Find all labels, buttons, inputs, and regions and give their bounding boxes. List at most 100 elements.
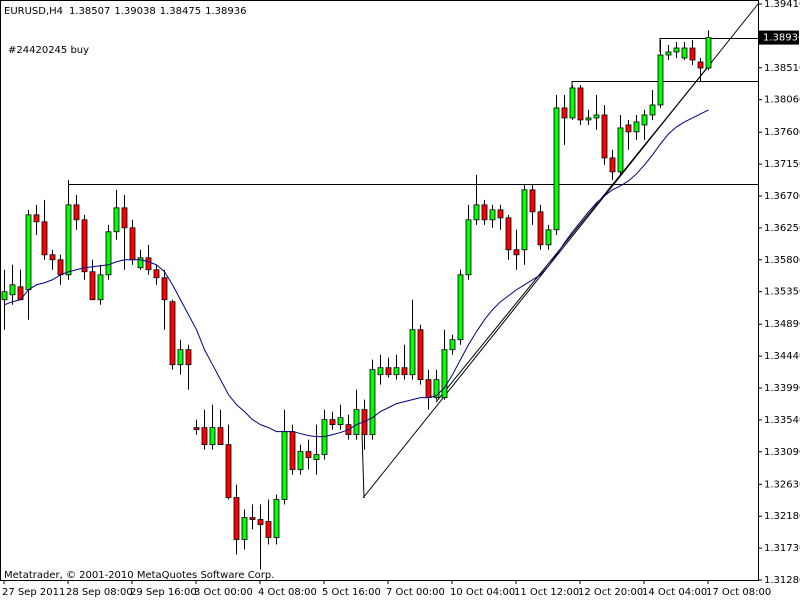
y-tick-label: 1.36250 xyxy=(764,223,800,234)
candle-body xyxy=(497,209,504,219)
candle-body xyxy=(129,227,136,261)
candle-body xyxy=(313,454,320,460)
candle-body xyxy=(121,207,128,229)
y-tick-label: 1.39410 xyxy=(764,0,800,10)
candle-body xyxy=(505,217,512,251)
y-tick-label: 1.34890 xyxy=(764,319,800,330)
candle-body xyxy=(465,219,472,276)
candle-body xyxy=(369,369,376,436)
candle-body xyxy=(473,204,480,221)
candle-body xyxy=(553,107,560,231)
candle-body xyxy=(385,367,392,376)
candle-body xyxy=(113,207,120,233)
chart-header: EURUSD,H4 1.38507 1.39038 1.38475 1.38936 xyxy=(4,6,246,17)
candle-body xyxy=(537,211,544,246)
candle-body xyxy=(41,221,48,256)
x-tick-label: 29 Sep 16:00 xyxy=(130,587,197,598)
candle-body xyxy=(89,271,96,301)
y-tick-label: 1.37150 xyxy=(764,159,800,170)
y-tick-label: 1.34440 xyxy=(764,351,800,362)
candle-body xyxy=(281,431,288,500)
candle-body xyxy=(641,114,648,126)
chart-title: EURUSD,H4 xyxy=(4,6,63,17)
candle-body xyxy=(153,269,160,279)
candle-body xyxy=(25,214,32,291)
candle-body xyxy=(673,47,680,53)
x-tick-label: 14 Oct 04:00 xyxy=(642,587,707,598)
candle-body xyxy=(329,419,336,426)
candle-body xyxy=(457,274,464,341)
plot-frame xyxy=(0,0,759,581)
candle-body xyxy=(545,229,552,246)
candle-body xyxy=(377,367,384,376)
candle-body xyxy=(705,37,712,69)
candle-body xyxy=(81,219,88,273)
y-tick-label: 1.38060 xyxy=(764,95,800,106)
candle-body xyxy=(617,127,624,173)
candle-body xyxy=(201,427,208,446)
candle-body xyxy=(561,107,568,119)
y-tick-label: 1.37600 xyxy=(764,127,800,138)
footer: Metatrader, © 2001-2010 MetaQuotes Softw… xyxy=(4,570,274,581)
candle-body xyxy=(105,231,112,276)
candle-body xyxy=(481,204,488,221)
candle-body xyxy=(177,349,184,366)
x-tick-label: 3 Oct 00:00 xyxy=(194,587,253,598)
candle-body xyxy=(249,517,256,520)
candle-body xyxy=(193,427,200,430)
candle-body xyxy=(441,349,448,399)
drawings xyxy=(68,3,759,499)
candle-body xyxy=(585,117,592,121)
x-tick-label: 17 Oct 08:00 xyxy=(706,587,771,598)
candle-body xyxy=(73,204,80,221)
candle-body xyxy=(65,204,72,276)
current-price-label: 1.38936 xyxy=(763,33,800,44)
candle-body xyxy=(353,409,360,436)
candle-body xyxy=(521,189,528,251)
candle-body xyxy=(401,367,408,376)
candle-body xyxy=(209,427,216,446)
candle-body xyxy=(1,291,8,301)
candle-body xyxy=(257,519,264,525)
x-tick-label: 5 Oct 16:00 xyxy=(322,587,381,598)
candle-body xyxy=(9,284,16,296)
candle-body xyxy=(217,427,224,446)
candle-body xyxy=(529,189,536,213)
y-tick-label: 1.33540 xyxy=(764,415,800,426)
candle-body xyxy=(49,254,56,261)
x-tick-label: 4 Oct 08:00 xyxy=(258,587,317,598)
candle-body xyxy=(633,121,640,133)
candle-body xyxy=(297,451,304,470)
trend-line xyxy=(361,431,365,499)
y-tick-label: 1.38510 xyxy=(764,63,800,74)
x-tick-label: 28 Sep 08:00 xyxy=(66,587,133,598)
candle-body xyxy=(393,367,400,376)
x-tick-label: 11 Oct 12:00 xyxy=(514,587,579,598)
candle-body xyxy=(417,329,424,381)
candle-body xyxy=(489,209,496,221)
candle-body xyxy=(33,214,40,223)
candle-body xyxy=(97,274,104,301)
y-tick-label: 1.33990 xyxy=(764,383,800,394)
annotation: #24420245 buy xyxy=(8,45,89,56)
header-low: 1.38475 xyxy=(160,6,201,17)
candle-body xyxy=(265,521,272,538)
trend-line xyxy=(435,61,713,403)
candle-body xyxy=(433,379,440,399)
candle-body xyxy=(513,249,520,256)
x-tick-label: 12 Oct 20:00 xyxy=(578,587,643,598)
header-close: 1.38936 xyxy=(205,6,246,17)
candle-body xyxy=(609,157,616,173)
candle-body xyxy=(577,87,584,121)
candle-body xyxy=(601,114,608,159)
candle-body xyxy=(57,259,64,276)
x-tick-label: 27 Sep 2011 xyxy=(2,587,65,598)
moving-average xyxy=(4,109,709,438)
candle-body xyxy=(273,499,280,538)
candle-body xyxy=(657,54,664,106)
y-tick-label: 1.35800 xyxy=(764,255,800,266)
header-open: 1.38507 xyxy=(69,6,110,17)
candle-body xyxy=(337,417,344,426)
